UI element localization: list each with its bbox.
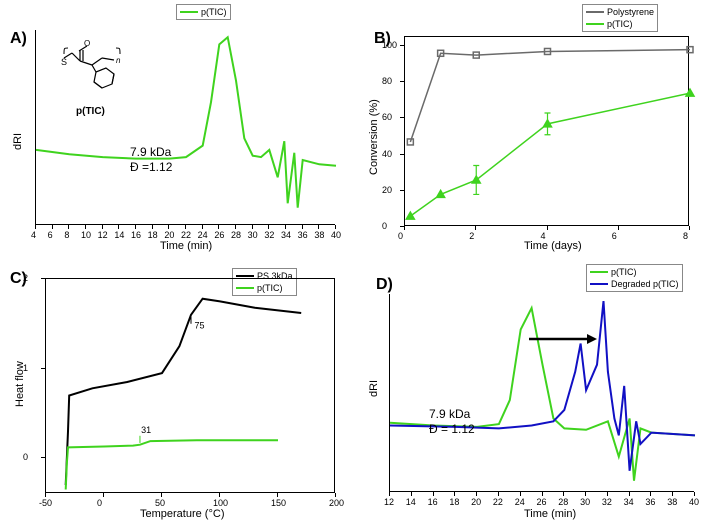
legend-d-text1: p(TIC): [611, 266, 637, 278]
legend-line-black: [236, 275, 254, 277]
legend-line-blue: [590, 283, 608, 285]
svg-text:31: 31: [141, 425, 151, 435]
legend-b-text2: p(TIC): [607, 18, 633, 30]
svg-text:75: 75: [194, 320, 204, 330]
legend-d-text2: Degraded p(TIC): [611, 278, 679, 290]
svg-text:n: n: [116, 56, 121, 65]
panel-a: A) p(TIC) dRI Time (min) 7.9 kDa Đ =1.12…: [0, 0, 354, 260]
legend-line-green2: [586, 23, 604, 25]
panel-b-svg: [405, 37, 690, 227]
panel-d-label: D): [376, 276, 393, 294]
panel-b-legend: Polystyrene p(TIC): [582, 4, 658, 32]
panel-d-plot: [389, 294, 694, 492]
arrow-icon: [529, 332, 599, 346]
panel-d-xlabel: Time (min): [524, 508, 576, 520]
legend-b-text1: Polystyrene: [607, 6, 654, 18]
panel-a-ylabel: dRI: [12, 133, 24, 150]
panel-b: B) Polystyrene p(TIC) Conversion (%) Tim…: [354, 0, 709, 260]
panel-c: C) PS 3kDa p(TIC) Heat flow Temperature …: [0, 262, 354, 527]
panel-d-svg: [390, 294, 695, 492]
legend-line-green4: [590, 271, 608, 273]
svg-text:O: O: [84, 39, 90, 48]
molecule-icon: S O n: [62, 38, 132, 103]
panel-b-ylabel: Conversion (%): [368, 99, 380, 175]
panel-d-ylabel: dRI: [368, 380, 380, 397]
panel-c-xlabel: Temperature (°C): [140, 508, 224, 520]
panel-a-legend: p(TIC): [176, 4, 231, 20]
legend-line-gray: [586, 11, 604, 13]
panel-b-xlabel: Time (days): [524, 240, 582, 252]
legend-line-green: [180, 11, 198, 13]
panel-d-annotation: 7.9 kDa Đ = 1.12: [429, 407, 475, 437]
panel-a-label: A): [10, 30, 27, 48]
panel-a-annotation: 7.9 kDa Đ =1.12: [130, 145, 172, 175]
svg-text:S: S: [61, 57, 67, 67]
panel-c-svg: 75 31: [46, 279, 336, 494]
panel-a-xlabel: Time (min): [160, 240, 212, 252]
panel-d: D) p(TIC) Degraded p(TIC) dRI Time (min)…: [354, 262, 709, 527]
panel-d-legend: p(TIC) Degraded p(TIC): [586, 264, 683, 292]
panel-b-plot: [404, 36, 689, 226]
molecule-caption: p(TIC): [76, 106, 105, 119]
legend-a-text: p(TIC): [201, 6, 227, 18]
panel-c-plot: 75 31: [45, 278, 335, 493]
